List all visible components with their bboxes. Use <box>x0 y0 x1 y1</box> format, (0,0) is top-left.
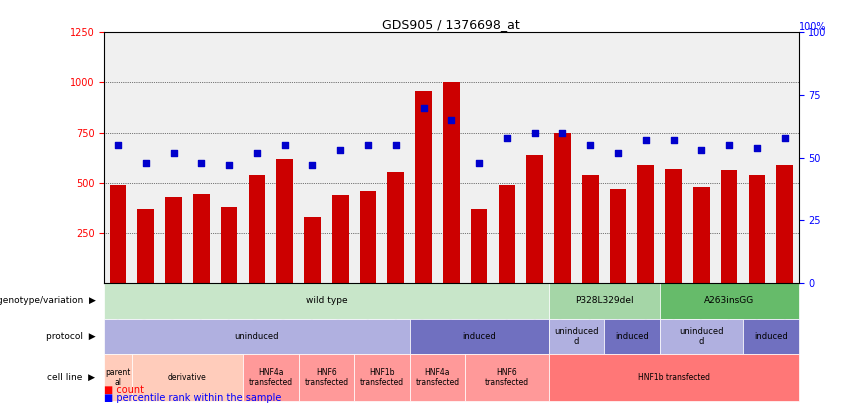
Point <box>778 134 792 141</box>
Bar <box>609 189 627 283</box>
Bar <box>137 209 155 283</box>
Point <box>500 134 514 141</box>
Text: HNF6
transfected: HNF6 transfected <box>305 368 348 388</box>
Text: ■ percentile rank within the sample: ■ percentile rank within the sample <box>104 393 281 403</box>
Bar <box>387 172 404 283</box>
Text: HNF1b transfected: HNF1b transfected <box>638 373 709 382</box>
Bar <box>637 165 654 283</box>
Text: HNF6
transfected: HNF6 transfected <box>485 368 529 388</box>
Text: protocol  ▶: protocol ▶ <box>46 332 95 341</box>
Point <box>611 149 625 156</box>
Bar <box>359 191 377 283</box>
Text: A263insGG: A263insGG <box>704 296 754 305</box>
Point <box>111 142 125 148</box>
Bar <box>165 197 182 283</box>
FancyBboxPatch shape <box>104 319 410 354</box>
Point <box>139 160 153 166</box>
Point <box>278 142 292 148</box>
Bar <box>554 132 571 283</box>
Bar <box>498 185 516 283</box>
Bar <box>193 194 210 283</box>
Point <box>306 162 319 168</box>
Point <box>167 149 181 156</box>
Point <box>583 142 597 148</box>
Text: HNF4a
transfected: HNF4a transfected <box>249 368 293 388</box>
Point <box>444 117 458 123</box>
Text: 100%: 100% <box>799 22 826 32</box>
Text: induced: induced <box>754 332 787 341</box>
Bar <box>665 168 682 283</box>
Bar <box>415 90 432 283</box>
Text: wild type: wild type <box>306 296 347 305</box>
FancyBboxPatch shape <box>660 319 743 354</box>
Point <box>250 149 264 156</box>
FancyBboxPatch shape <box>604 319 660 354</box>
Text: ■ count: ■ count <box>104 385 144 395</box>
Point <box>722 142 736 148</box>
Bar <box>220 207 238 283</box>
Point <box>750 144 764 151</box>
FancyBboxPatch shape <box>104 283 549 319</box>
Text: induced: induced <box>615 332 648 341</box>
Text: P328L329del: P328L329del <box>575 296 634 305</box>
Bar <box>443 83 460 283</box>
Bar <box>693 187 710 283</box>
Bar <box>748 175 766 283</box>
Point <box>417 104 431 111</box>
Point <box>361 142 375 148</box>
FancyBboxPatch shape <box>660 283 799 319</box>
Bar <box>470 209 488 283</box>
Text: induced: induced <box>463 332 496 341</box>
Text: genotype/variation  ▶: genotype/variation ▶ <box>0 296 95 305</box>
Point <box>194 160 208 166</box>
Point <box>222 162 236 168</box>
FancyBboxPatch shape <box>549 283 660 319</box>
Point <box>389 142 403 148</box>
FancyBboxPatch shape <box>465 354 549 401</box>
Bar <box>526 155 543 283</box>
Bar <box>332 195 349 283</box>
FancyBboxPatch shape <box>549 354 799 401</box>
Point <box>639 137 653 143</box>
Text: uninduced
d: uninduced d <box>554 327 599 346</box>
FancyBboxPatch shape <box>354 354 410 401</box>
Point <box>333 147 347 153</box>
FancyBboxPatch shape <box>410 354 465 401</box>
FancyBboxPatch shape <box>549 319 604 354</box>
Point <box>472 160 486 166</box>
Title: GDS905 / 1376698_at: GDS905 / 1376698_at <box>383 18 520 31</box>
Bar <box>276 159 293 283</box>
Point <box>694 147 708 153</box>
FancyBboxPatch shape <box>743 319 799 354</box>
Text: cell line  ▶: cell line ▶ <box>48 373 95 382</box>
FancyBboxPatch shape <box>299 354 354 401</box>
Text: derivative: derivative <box>168 373 207 382</box>
Text: HNF4a
transfected: HNF4a transfected <box>416 368 459 388</box>
Text: HNF1b
transfected: HNF1b transfected <box>360 368 404 388</box>
Bar <box>304 217 321 283</box>
Bar <box>248 175 266 283</box>
Bar <box>776 165 793 283</box>
Text: uninduced: uninduced <box>234 332 279 341</box>
Point <box>528 129 542 136</box>
Text: uninduced
d: uninduced d <box>679 327 724 346</box>
Bar <box>109 185 127 283</box>
FancyBboxPatch shape <box>104 354 132 401</box>
Bar <box>582 175 599 283</box>
FancyBboxPatch shape <box>243 354 299 401</box>
Point <box>667 137 681 143</box>
FancyBboxPatch shape <box>132 354 243 401</box>
Bar <box>720 170 738 283</box>
Point <box>556 129 569 136</box>
Text: parent
al: parent al <box>105 368 131 388</box>
FancyBboxPatch shape <box>410 319 549 354</box>
